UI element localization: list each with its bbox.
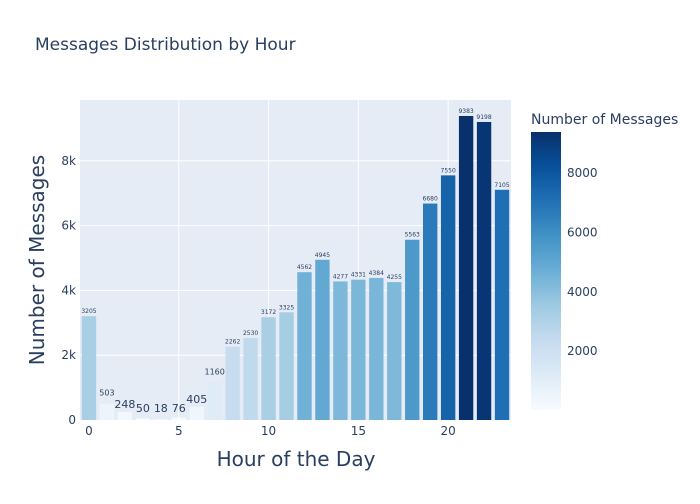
bar-value-label: 2262 [225, 339, 240, 346]
bars [81, 115, 510, 421]
bar [171, 417, 186, 420]
bar-value-label: 9198 [476, 114, 491, 121]
bar [189, 406, 204, 420]
y-tick-label: 6k [61, 219, 76, 233]
bar-value-label: 503 [99, 389, 114, 398]
bar-value-label: 4331 [351, 272, 366, 279]
bar [333, 281, 348, 420]
bar-value-label: 3172 [261, 309, 276, 316]
bar-value-label: 1160 [205, 367, 225, 376]
bar [279, 312, 294, 420]
bar [153, 419, 168, 420]
bar [117, 411, 133, 420]
bar [243, 338, 258, 420]
x-tick-label: 0 [85, 424, 93, 438]
colorbar-ticks: 2000 4000 6000 8000 [567, 166, 598, 358]
colorbar-tick-label: 8000 [567, 166, 598, 180]
x-tick-label: 10 [261, 424, 276, 438]
x-tick-label: 5 [175, 424, 183, 438]
bar [297, 272, 312, 420]
colorbar [531, 132, 561, 410]
bar-value-label: 5563 [405, 232, 420, 239]
bar-value-label: 2530 [243, 330, 258, 337]
y-axis-title: Number of Messages [25, 155, 49, 365]
colorbar-title: Number of Messages [531, 112, 678, 128]
bar-value-label: 4277 [333, 273, 348, 280]
y-tick-label: 2k [61, 348, 76, 362]
bar [369, 277, 384, 420]
x-axis-ticks: 0 5 10 15 20 [85, 424, 456, 438]
colorbar-tick-label: 4000 [567, 285, 598, 299]
bar-value-label: 3325 [279, 304, 294, 311]
bar-value-label: 248 [114, 398, 135, 411]
bar [81, 316, 97, 420]
y-axis-ticks: 0 2k 4k 6k 8k [61, 154, 76, 427]
x-tick-label: 20 [441, 424, 456, 438]
x-tick-label: 15 [351, 424, 366, 438]
bar-value-label: 405 [186, 393, 207, 406]
y-tick-label: 8k [61, 154, 76, 168]
bar [458, 115, 474, 421]
bar-value-label: 4945 [315, 252, 330, 259]
bar [423, 203, 438, 420]
bar-value-label: 6680 [423, 196, 438, 203]
bar [440, 175, 456, 420]
bar [405, 239, 420, 420]
bar-value-label: 3205 [81, 308, 96, 315]
y-tick-label: 0 [68, 413, 76, 427]
bar-value-label: 7105 [494, 182, 509, 189]
bar [135, 418, 151, 420]
bar-value-label: 50 [136, 402, 150, 415]
bar [99, 403, 115, 420]
bar-value-label: 9383 [458, 108, 473, 115]
bar [387, 282, 402, 420]
plot-area [80, 100, 511, 420]
bar-value-label: 4562 [297, 264, 312, 271]
bar [315, 259, 330, 420]
chart-title: Messages Distribution by Hour [35, 35, 296, 55]
bar [476, 121, 492, 420]
bar [351, 279, 366, 420]
bar-value-label: 18 [154, 402, 168, 415]
bar-value-label: 7550 [441, 167, 456, 174]
bar [207, 382, 222, 420]
bar-value-label: 4384 [369, 270, 384, 277]
bar [494, 189, 510, 420]
colorbar-tick-label: 6000 [567, 225, 598, 239]
bar [261, 317, 276, 420]
bar-value-label: 76 [172, 402, 186, 415]
x-axis-title: Hour of the Day [217, 447, 376, 471]
colorbar-tick-label: 2000 [567, 344, 598, 358]
y-tick-label: 4k [61, 283, 76, 297]
bar [225, 346, 240, 420]
bar-value-label: 4255 [387, 274, 402, 281]
